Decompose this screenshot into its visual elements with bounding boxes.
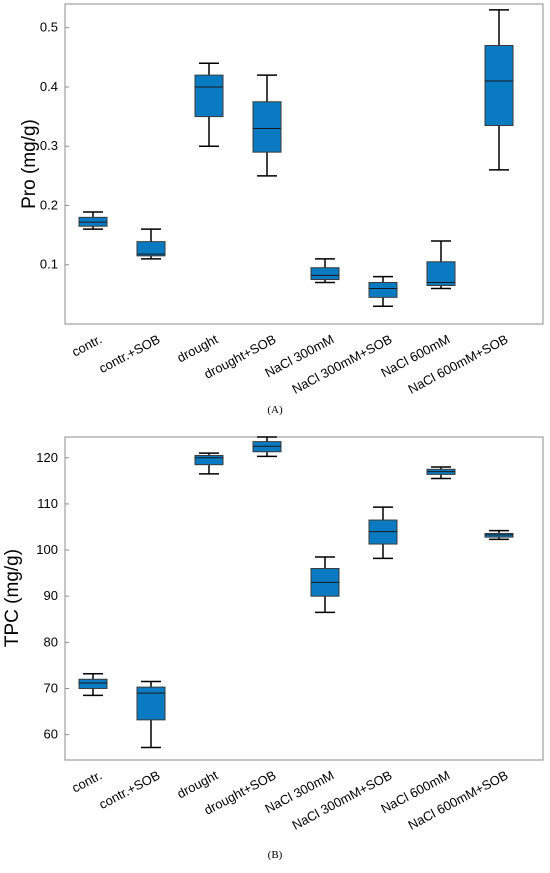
iqr-box	[310, 267, 340, 281]
plot-frame	[64, 436, 544, 761]
panel-label: (B)	[268, 849, 283, 861]
panel-b-chart: 60 70 80 90 100 110 120 TPC (mg/g) contr.contr.+…	[2, 436, 544, 861]
y-tick-label: 0.2	[40, 197, 58, 212]
y-tick-label: 70	[44, 680, 58, 695]
iqr-box	[368, 282, 398, 298]
x-tick-label: contr.	[69, 767, 104, 795]
box-2	[136, 228, 166, 260]
box-2	[136, 680, 166, 749]
x-tick-label: NaCl 300mM+SOB	[289, 331, 394, 396]
x-tick-label: NaCl 600mM+SOB	[405, 767, 510, 832]
box-3	[194, 452, 224, 475]
box-1	[78, 211, 108, 230]
y-tick-label: 0.5	[40, 20, 58, 35]
x-tick-label: contr.+SOB	[96, 767, 162, 812]
box-6	[368, 275, 398, 307]
y-tick-label: 0.4	[40, 79, 58, 94]
y-tick-label: 60	[44, 727, 58, 742]
y-tick-label: 100	[36, 542, 58, 557]
box-8	[484, 529, 514, 541]
x-tick-label: NaCl 300mM+SOB	[289, 767, 394, 832]
x-tick-label: contr.	[69, 331, 104, 359]
box-4	[252, 436, 282, 458]
box-7	[426, 466, 456, 480]
panel-a-chart: 0.1 0.2 0.3 0.4 0.5 Pro (mg/g) contr.contr.+SO…	[19, 3, 544, 416]
box-6	[368, 506, 398, 560]
plot-frame	[64, 3, 544, 325]
x-tick-label: drought	[174, 767, 220, 801]
y-tick-label: 110	[37, 496, 58, 511]
box-5	[310, 556, 340, 614]
iqr-box	[252, 101, 282, 153]
x-tick-label: drought	[174, 331, 220, 365]
iqr-box	[136, 686, 166, 721]
iqr-box	[194, 454, 224, 466]
panel-label: (A)	[267, 404, 283, 416]
y-tick-label: 90	[44, 588, 58, 603]
x-tick-label: contr.+SOB	[96, 331, 162, 376]
iqr-box	[136, 241, 166, 257]
y-tick-label: 0.1	[40, 257, 58, 272]
box-5	[310, 258, 340, 284]
y-axis-label: Pro (mg/g)	[19, 119, 40, 209]
box-7	[426, 240, 456, 290]
box-4	[252, 74, 282, 177]
box-1	[78, 672, 108, 697]
y-tick-label: 120	[36, 450, 58, 465]
box-3	[194, 62, 224, 147]
y-axis-label: TPC (mg/g)	[2, 549, 23, 647]
iqr-box	[194, 74, 224, 118]
iqr-box	[78, 678, 108, 689]
x-tick-label: NaCl 600mM+SOB	[405, 331, 510, 396]
box-8	[484, 9, 514, 171]
iqr-box	[484, 44, 514, 126]
iqr-box	[426, 261, 456, 286]
y-tick-label: 80	[44, 634, 58, 649]
y-tick-label: 0.3	[40, 138, 58, 153]
